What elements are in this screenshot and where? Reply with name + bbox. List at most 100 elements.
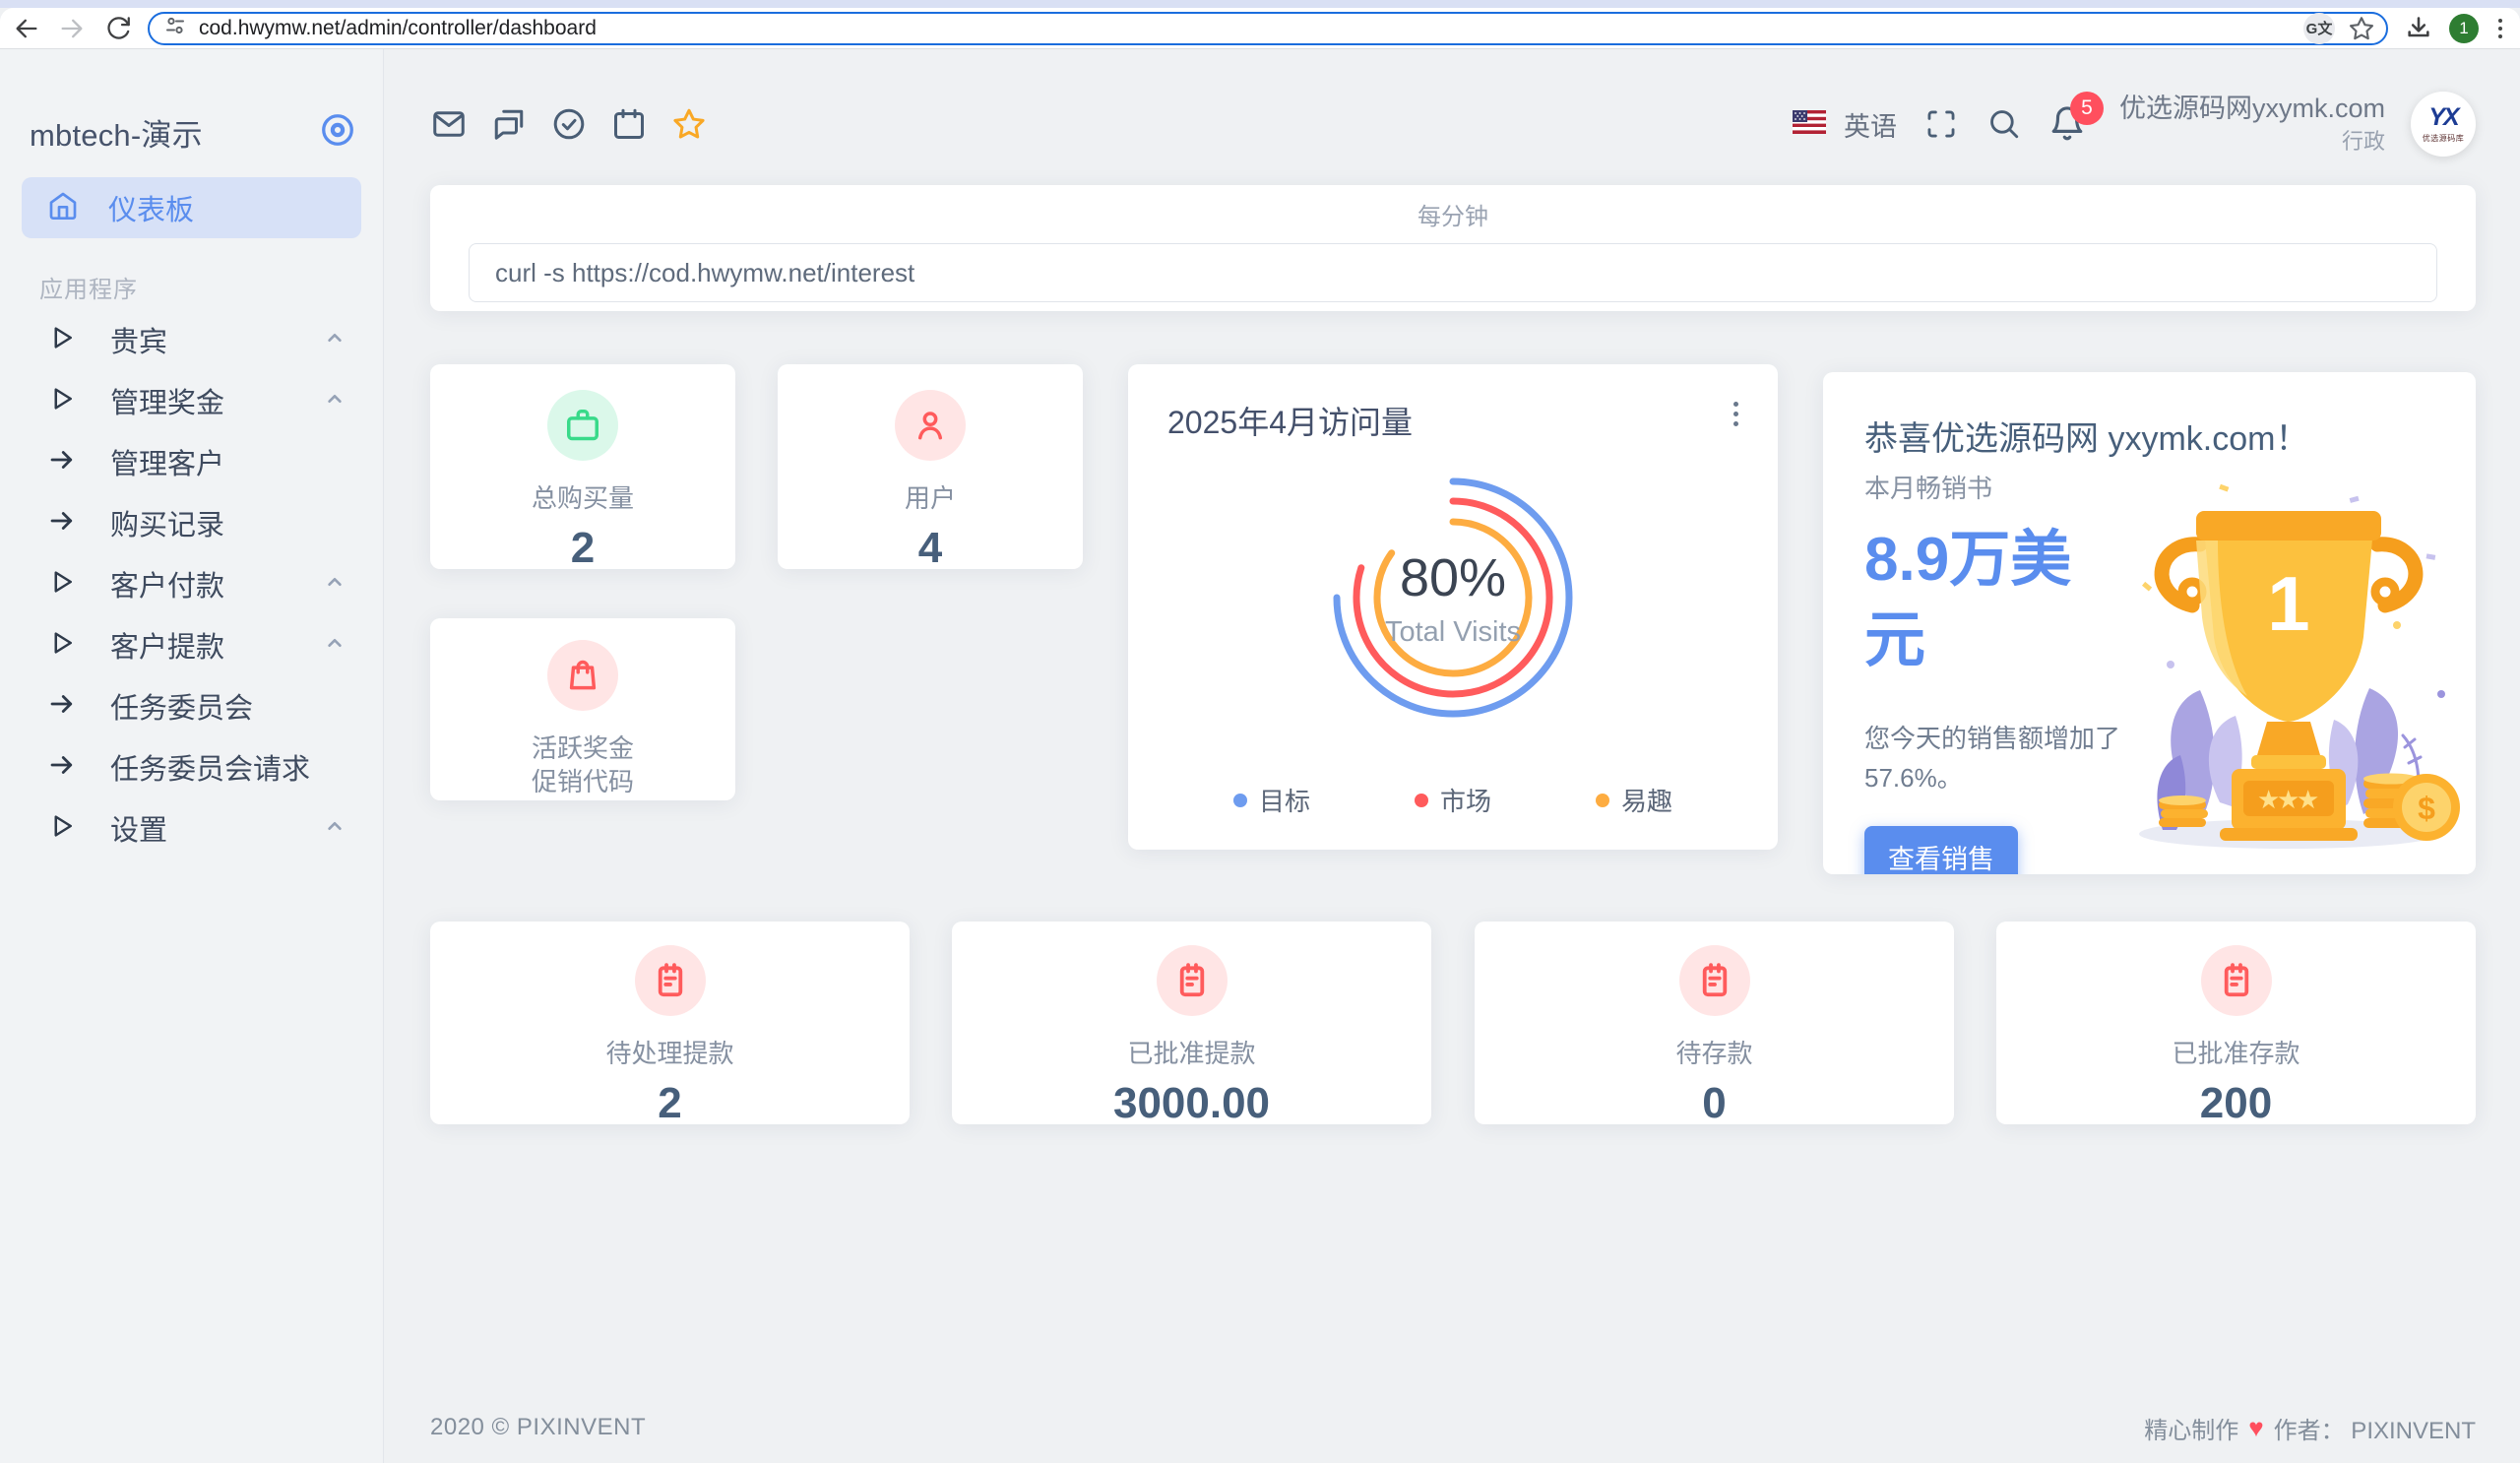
stat-label: 活跃奖金 促销代码 (531, 733, 634, 796)
browser-profile-avatar[interactable]: 1 (2449, 13, 2479, 43)
chat-icon[interactable] (490, 105, 528, 143)
trophy-illustration: 1 ★ ★ ★ (2102, 468, 2466, 866)
browser-menu-icon[interactable] (2494, 15, 2506, 42)
sidebar-item-customer-withdrawals[interactable]: 客户提款 (0, 614, 383, 675)
sidebar-item-label: 仪表板 (108, 195, 195, 226)
play-icon (47, 384, 77, 418)
browser-chrome: cod.hwymw.net/admin/controller/dashboard… (0, 0, 2520, 49)
congrats-description: 您今天的销售额增加了 57.6%。 (1864, 724, 2121, 794)
sidebar-item-task-committee-requests[interactable]: 任务委员会请求 (0, 736, 383, 797)
us-flag-icon[interactable] (1793, 109, 1826, 139)
arrow-right-icon (47, 506, 77, 541)
chevron-up-icon (322, 386, 347, 416)
sidebar-item-manage-customers[interactable]: 管理客户 (0, 431, 383, 492)
avatar[interactable]: YX 优选源码库 (2411, 92, 2476, 157)
window-top-strip (0, 0, 2520, 8)
sidebar-item-dashboard[interactable]: 仪表板 (22, 177, 361, 238)
legend-item-ebay[interactable]: 易趣 (1596, 782, 1672, 818)
user-block[interactable]: 优选源码网yxymk.com 行政 (2119, 93, 2385, 155)
sidebar-toggle-icon[interactable] (320, 112, 355, 153)
clipboard-calendar-icon (2200, 945, 2272, 1016)
stat-value: 0 (1702, 1078, 1727, 1127)
stat-label: 待存款 (1675, 1039, 1753, 1068)
congrats-subtitle: 本月畅销书 (1864, 474, 1993, 503)
search-icon[interactable] (1985, 105, 2023, 143)
stat-label: 用户 (904, 483, 956, 513)
legend-dot (1232, 793, 1247, 807)
main-content: 英语 5 优选源码网yxymk.com 行政 (384, 49, 2520, 1463)
sidebar-section-label: 应用程序 (39, 277, 138, 303)
reload-icon[interactable] (102, 14, 132, 43)
site-settings-icon[interactable] (163, 14, 187, 42)
footer-credit: 精心制作 ♥ 作者： PIXINVENT (2144, 1412, 2476, 1444)
sidebar-item-label: 任务委员会请求 (110, 754, 311, 786)
translate-icon[interactable]: G文 (2303, 12, 2335, 44)
app-window: mbtech-演示 仪表板 应用程序 贵宾 (0, 49, 2520, 1463)
chart-legend: 目标 市场 易趣 (1128, 782, 1778, 818)
calendar-icon[interactable] (610, 105, 648, 143)
legend-item-market[interactable]: 市场 (1414, 782, 1491, 818)
chart-menu-icon[interactable] (1728, 396, 1744, 432)
sidebar-item-vip[interactable]: 贵宾 (0, 309, 383, 370)
view-sales-button[interactable]: 查看销售 (1864, 826, 2018, 874)
svg-text:★: ★ (2297, 786, 2319, 815)
notifications-button[interactable]: 5 (2048, 92, 2104, 145)
language-selector[interactable]: 英语 (1844, 111, 1897, 142)
radial-chart: 80% Total Visits (1286, 430, 1620, 765)
legend-dot (1596, 793, 1609, 807)
url-text[interactable]: cod.hwymw.net/admin/controller/dashboard (199, 16, 597, 39)
stat-label: 总购买量 (531, 483, 634, 513)
sidebar-item-label: 贵宾 (110, 327, 168, 358)
notification-badge: 5 (2070, 92, 2104, 125)
star-icon[interactable] (670, 105, 708, 143)
chevron-up-icon (322, 813, 347, 844)
sidebar-item-label: 客户提款 (110, 632, 225, 664)
avatar-monogram: YX (2428, 102, 2459, 131)
clipboard-calendar-icon (1156, 945, 1228, 1016)
stat-card-pending-withdrawals: 待处理提款 2 (430, 922, 910, 1127)
stat-value: 2 (570, 523, 596, 572)
sidebar-item-label: 购买记录 (110, 510, 225, 541)
stat-card-approved-withdrawals: 已批准提款 3000.00 (952, 922, 1431, 1127)
bookmark-star-icon[interactable] (2347, 14, 2376, 43)
stat-card-pending-deposits: 待存款 0 (1475, 922, 1954, 1127)
forward-icon[interactable] (57, 14, 87, 43)
chevron-up-icon (322, 569, 347, 600)
fullscreen-icon[interactable] (1922, 105, 1960, 143)
congratulations-card: 恭喜优选源码网 yxymk.com！ 本月畅销书 8.9万美元 您今天的销售额增… (1823, 372, 2476, 874)
sidebar-item-purchase-records[interactable]: 购买记录 (0, 492, 383, 553)
sidebar-item-task-committee[interactable]: 任务委员会 (0, 675, 383, 736)
sidebar-item-customer-payments[interactable]: 客户付款 (0, 553, 383, 614)
stat-card-approved-deposits: 已批准存款 200 (1996, 922, 2476, 1127)
play-icon (47, 323, 77, 357)
sidebar-item-manage-bonus[interactable]: 管理奖金 (0, 370, 383, 431)
brand-title: mbtech-演示 (30, 118, 203, 153)
legend-item-target[interactable]: 目标 (1232, 782, 1310, 818)
stat-value: 3000.00 (1112, 1078, 1271, 1127)
stat-card-users: 用户 4 (778, 364, 1083, 572)
stat-value: 200 (2199, 1078, 2273, 1127)
legend-dot (1414, 793, 1428, 807)
sidebar-item-settings[interactable]: 设置 (0, 797, 383, 859)
download-icon[interactable] (2404, 14, 2433, 43)
stat-card-active-promo-codes: 活跃奖金 促销代码 (430, 618, 735, 800)
congrats-title: 恭喜优选源码网 yxymk.com！ (1864, 420, 2309, 458)
arrow-right-icon (47, 689, 77, 724)
back-icon[interactable] (12, 14, 41, 43)
clipboard-calendar-icon (1678, 945, 1750, 1016)
mail-icon[interactable] (430, 105, 468, 143)
briefcase-icon (547, 390, 618, 461)
footer-copyright: 2020 © PIXINVENT (430, 1414, 647, 1440)
sidebar-item-label: 客户付款 (110, 571, 225, 603)
url-bar[interactable]: cod.hwymw.net/admin/controller/dashboard… (148, 11, 2388, 45)
cron-card: 每分钟 (430, 185, 2476, 311)
visits-chart-card: 2025年4月访问量 80% Total Visits 目标 市场 易趣 (1128, 364, 1778, 850)
sidebar-item-label: 管理奖金 (110, 388, 225, 419)
sidebar: mbtech-演示 仪表板 应用程序 贵宾 (0, 49, 384, 1463)
stat-value: 2 (658, 1078, 682, 1127)
check-circle-icon[interactable] (550, 105, 588, 143)
clipboard-calendar-icon (634, 945, 706, 1016)
shopping-bag-icon (547, 640, 618, 711)
user-role: 行政 (2341, 129, 2385, 155)
cron-command-input[interactable] (469, 243, 2437, 302)
